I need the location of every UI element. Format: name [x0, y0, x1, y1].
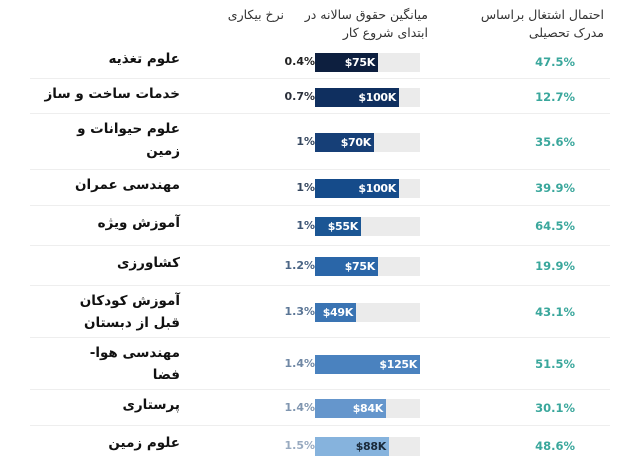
- salary-label: $125K: [379, 358, 417, 371]
- salary-track: $100K: [315, 87, 420, 107]
- unemployment-rate: 0.7%: [284, 89, 315, 103]
- unemployment-rate: 1.4%: [284, 401, 315, 414]
- header-unemployment: نرخ بیکاری: [227, 7, 284, 22]
- salary-bar: $100K: [315, 87, 399, 107]
- salary-bar: $70K: [315, 133, 374, 152]
- table-row: آموزش کودکان قبل از دبستان 1.3% $49K 43.1%: [30, 285, 610, 338]
- salary-label: $100K: [358, 182, 396, 195]
- major-name: مهندسی هوا-فضا: [89, 345, 180, 383]
- salary-label: $100K: [358, 90, 396, 104]
- header-salary: میانگین حقوق سالانه در ابتدای شروع کار: [304, 7, 428, 40]
- table-row: علوم حیوانات و زمین 1% $70K 35.6%: [30, 113, 610, 170]
- salary-bar: $75K: [315, 53, 378, 72]
- header-probability: احتمال اشتغال براساس مدرک تحصیلی: [480, 7, 604, 40]
- unemployment-rate: 1.3%: [284, 305, 315, 318]
- salary-bar: $125K: [315, 355, 420, 374]
- salary-track: $125K: [315, 355, 420, 374]
- salary-track: $75K: [315, 53, 420, 72]
- major-name: خدمات ساخت و ساز: [44, 85, 181, 102]
- table-row: آموزش ویژه 1% $55K 64.5%: [30, 205, 610, 246]
- table-row: مهندسی عمران 1% $100K 39.9%: [30, 169, 610, 206]
- salary-label: $49K: [322, 306, 354, 319]
- major-name: علوم تغذیه: [108, 51, 180, 67]
- major-name: علوم حیوانات و زمین: [77, 121, 180, 159]
- employment-probability: 48.6%: [535, 439, 575, 453]
- salary-track: $100K: [315, 179, 420, 198]
- employment-probability: 12.7%: [535, 89, 575, 104]
- salary-track: $55K: [315, 217, 420, 236]
- employment-probability: 35.6%: [535, 135, 575, 149]
- salary-label: $55K: [327, 220, 359, 233]
- salary-bar: $84K: [315, 399, 386, 418]
- employment-probability: 39.9%: [535, 181, 575, 195]
- unemployment-rate: 1.2%: [284, 259, 315, 272]
- salary-bar: $88K: [315, 437, 389, 456]
- unemployment-rate: 0.4%: [284, 55, 315, 68]
- salary-label: $75K: [344, 260, 376, 273]
- major-name: آموزش کودکان قبل از دبستان: [79, 293, 180, 331]
- table-row: کشاورزی 1.2% $75K 19.9%: [30, 245, 610, 286]
- salary-track: $75K: [315, 257, 420, 276]
- salary-label: $88K: [355, 440, 387, 453]
- salary-track: $88K: [315, 437, 420, 456]
- salary-label: $70K: [340, 136, 372, 149]
- table-row: علوم تغذیه 0.4% $75K 47.5%: [30, 46, 610, 78]
- salary-track: $70K: [315, 133, 420, 152]
- unemployment-rate: 1%: [296, 135, 315, 148]
- employment-probability: 19.9%: [535, 259, 575, 273]
- employment-probability: 51.5%: [535, 357, 575, 371]
- major-name: علوم زمین: [108, 435, 180, 451]
- salary-bar: $100K: [315, 179, 399, 198]
- salary-track: $84K: [315, 399, 420, 418]
- salary-bar: $55K: [315, 217, 361, 236]
- employment-probability: 47.5%: [535, 55, 575, 69]
- major-name: پرستاری: [122, 397, 180, 413]
- major-name: آموزش ویژه: [97, 215, 180, 231]
- unemployment-rate: 1.4%: [284, 357, 315, 370]
- salary-label: $75K: [344, 56, 376, 69]
- employment-probability: 43.1%: [535, 305, 575, 319]
- major-name: کشاورزی: [117, 255, 180, 271]
- table-row: خدمات ساخت و ساز 0.7% $100K 12.7%: [30, 78, 610, 114]
- salary-track: $49K: [315, 303, 420, 322]
- major-name: مهندسی عمران: [74, 177, 180, 193]
- unemployment-rate: 1%: [296, 219, 315, 232]
- table-row: علوم زمین 1.5% $88K 48.6%: [30, 425, 610, 466]
- employment-probability: 30.1%: [535, 401, 575, 415]
- salary-label: $84K: [352, 402, 384, 415]
- unemployment-rate: 1.5%: [284, 439, 315, 452]
- table-row: پرستاری 1.4% $84K 30.1%: [30, 389, 610, 426]
- salary-bar: $49K: [315, 303, 356, 322]
- table-row: مهندسی هوا-فضا 1.4% $125K 51.5%: [30, 337, 610, 390]
- employment-probability: 64.5%: [535, 219, 575, 233]
- salary-bar: $75K: [315, 257, 378, 276]
- unemployment-rate: 1%: [296, 181, 315, 194]
